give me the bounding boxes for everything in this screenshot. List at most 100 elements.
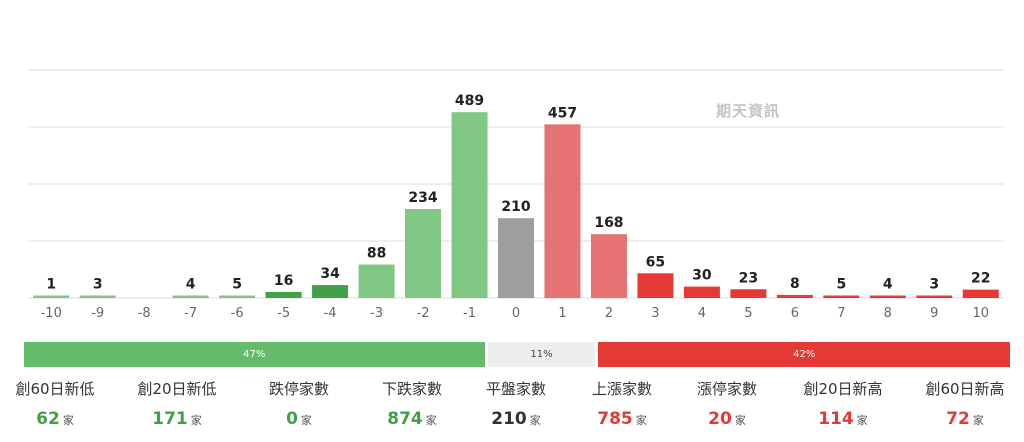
stat-label: 跌停家數	[268, 380, 329, 398]
bar	[683, 286, 720, 298]
stat-label: 創20日新低	[137, 380, 217, 398]
stat-unit: 家	[529, 414, 541, 427]
stat-value: 785	[597, 409, 633, 429]
x-tick-label: -8	[138, 306, 151, 321]
x-tick-label: 10	[972, 306, 989, 321]
up-ratio-segment: 42%	[598, 342, 1010, 367]
stat-unit: 家	[300, 414, 312, 427]
bar-value-label: 30	[692, 268, 712, 284]
x-tick-label: -7	[184, 306, 197, 321]
x-tick-label: 0	[512, 306, 520, 321]
x-tick-label: -5	[277, 306, 290, 321]
stat-unit: 家	[635, 414, 647, 427]
x-tick-label: 3	[651, 306, 659, 321]
stat-label: 創20日新高	[803, 380, 883, 398]
bar-value-label: 65	[646, 254, 665, 270]
bar-value-label: 489	[455, 93, 484, 109]
flat-ratio-segment: 11%	[487, 342, 596, 367]
bar-value-label: 5	[232, 277, 242, 293]
up-down-ratio-bar: 47% 11% 42%	[24, 342, 1010, 367]
bar-value-label: 4	[883, 277, 893, 293]
bar-value-label: 457	[548, 105, 577, 121]
stat-60d-high: 創60日新高 72 家	[910, 378, 1020, 432]
x-tick-label: -2	[417, 306, 430, 321]
stat-unit: 家	[425, 414, 437, 427]
bar-value-label: 34	[320, 266, 340, 282]
stat-label: 下跌家數	[381, 380, 442, 398]
bar-value-label: 3	[929, 277, 939, 293]
x-tick-label: 6	[791, 306, 799, 321]
x-tick-label: 2	[605, 306, 613, 321]
x-tick-label: -9	[91, 306, 104, 321]
bar-value-label: 5	[836, 277, 846, 293]
x-tick-label: -4	[324, 306, 337, 321]
bar-value-label: 88	[367, 246, 386, 262]
stat-value: 210	[491, 409, 527, 429]
x-tick-label: 9	[930, 306, 938, 321]
x-tick-label: -1	[463, 306, 476, 321]
x-tick-label: -6	[231, 306, 244, 321]
bar-value-label: 1	[46, 277, 56, 293]
bar	[869, 295, 906, 298]
bar-value-label: 16	[274, 273, 293, 289]
stat-unit: 家	[62, 414, 74, 427]
x-tick-label: -3	[370, 306, 383, 321]
bar-value-label: 168	[594, 215, 623, 231]
bar	[637, 273, 674, 298]
stat-unit: 家	[972, 414, 984, 427]
stat-unchanged: 平盤家數 210 家	[461, 378, 571, 432]
bar	[823, 295, 860, 298]
watermark: 期天資訊	[716, 102, 781, 120]
bar-value-label: 23	[739, 270, 758, 286]
bar	[590, 234, 627, 298]
stat-decliners: 下跌家數 874 家	[357, 378, 467, 432]
stat-unit: 家	[734, 414, 746, 427]
stat-20d-low: 創20日新低 171 家	[122, 378, 232, 432]
bar-value-label: 3	[93, 277, 103, 293]
x-tick-label: 5	[744, 306, 752, 321]
bar	[79, 295, 116, 298]
bar	[172, 295, 209, 298]
x-tick-label: 7	[837, 306, 845, 321]
bar	[405, 209, 442, 298]
stat-20d-high: 創20日新高 114 家	[788, 378, 898, 432]
bar	[776, 294, 813, 298]
x-tick-label: 1	[558, 306, 566, 321]
bar	[544, 124, 581, 298]
x-tick-label: 4	[698, 306, 706, 321]
bar	[916, 295, 953, 298]
stat-advancers: 上漲家數 785 家	[567, 378, 677, 432]
stat-label: 創60日新高	[925, 380, 1005, 398]
stat-value: 874	[387, 409, 423, 429]
bar-value-label: 22	[971, 271, 990, 287]
bar-value-label: 234	[408, 190, 437, 206]
bar-value-label: 8	[790, 276, 800, 292]
bar	[265, 291, 302, 298]
bar-value-label: 4	[186, 277, 196, 293]
stat-value: 171	[152, 409, 188, 429]
bar	[358, 264, 395, 298]
x-tick-label: 8	[884, 306, 892, 321]
bar	[312, 285, 349, 298]
stat-value: 72	[946, 409, 970, 429]
bar	[219, 295, 256, 298]
stat-value: 62	[36, 409, 60, 429]
stat-unit: 家	[856, 414, 868, 427]
down-ratio-segment: 47%	[24, 342, 485, 367]
stat-label: 創60日新低	[15, 380, 95, 398]
stat-label: 上漲家數	[591, 380, 652, 398]
price-change-distribution-chart: 1-103-9 -84-75-616-534-488-3234-2489-1210…	[28, 69, 1004, 321]
bar	[451, 112, 488, 299]
bar	[33, 295, 70, 298]
bar-value-label: 210	[501, 199, 530, 215]
stat-label: 平盤家數	[485, 380, 546, 398]
stat-unit: 家	[190, 414, 202, 427]
x-tick-label: -10	[41, 306, 62, 321]
bar	[730, 289, 767, 298]
stat-value: 20	[708, 409, 732, 429]
bar	[498, 218, 534, 298]
bar	[962, 289, 999, 298]
